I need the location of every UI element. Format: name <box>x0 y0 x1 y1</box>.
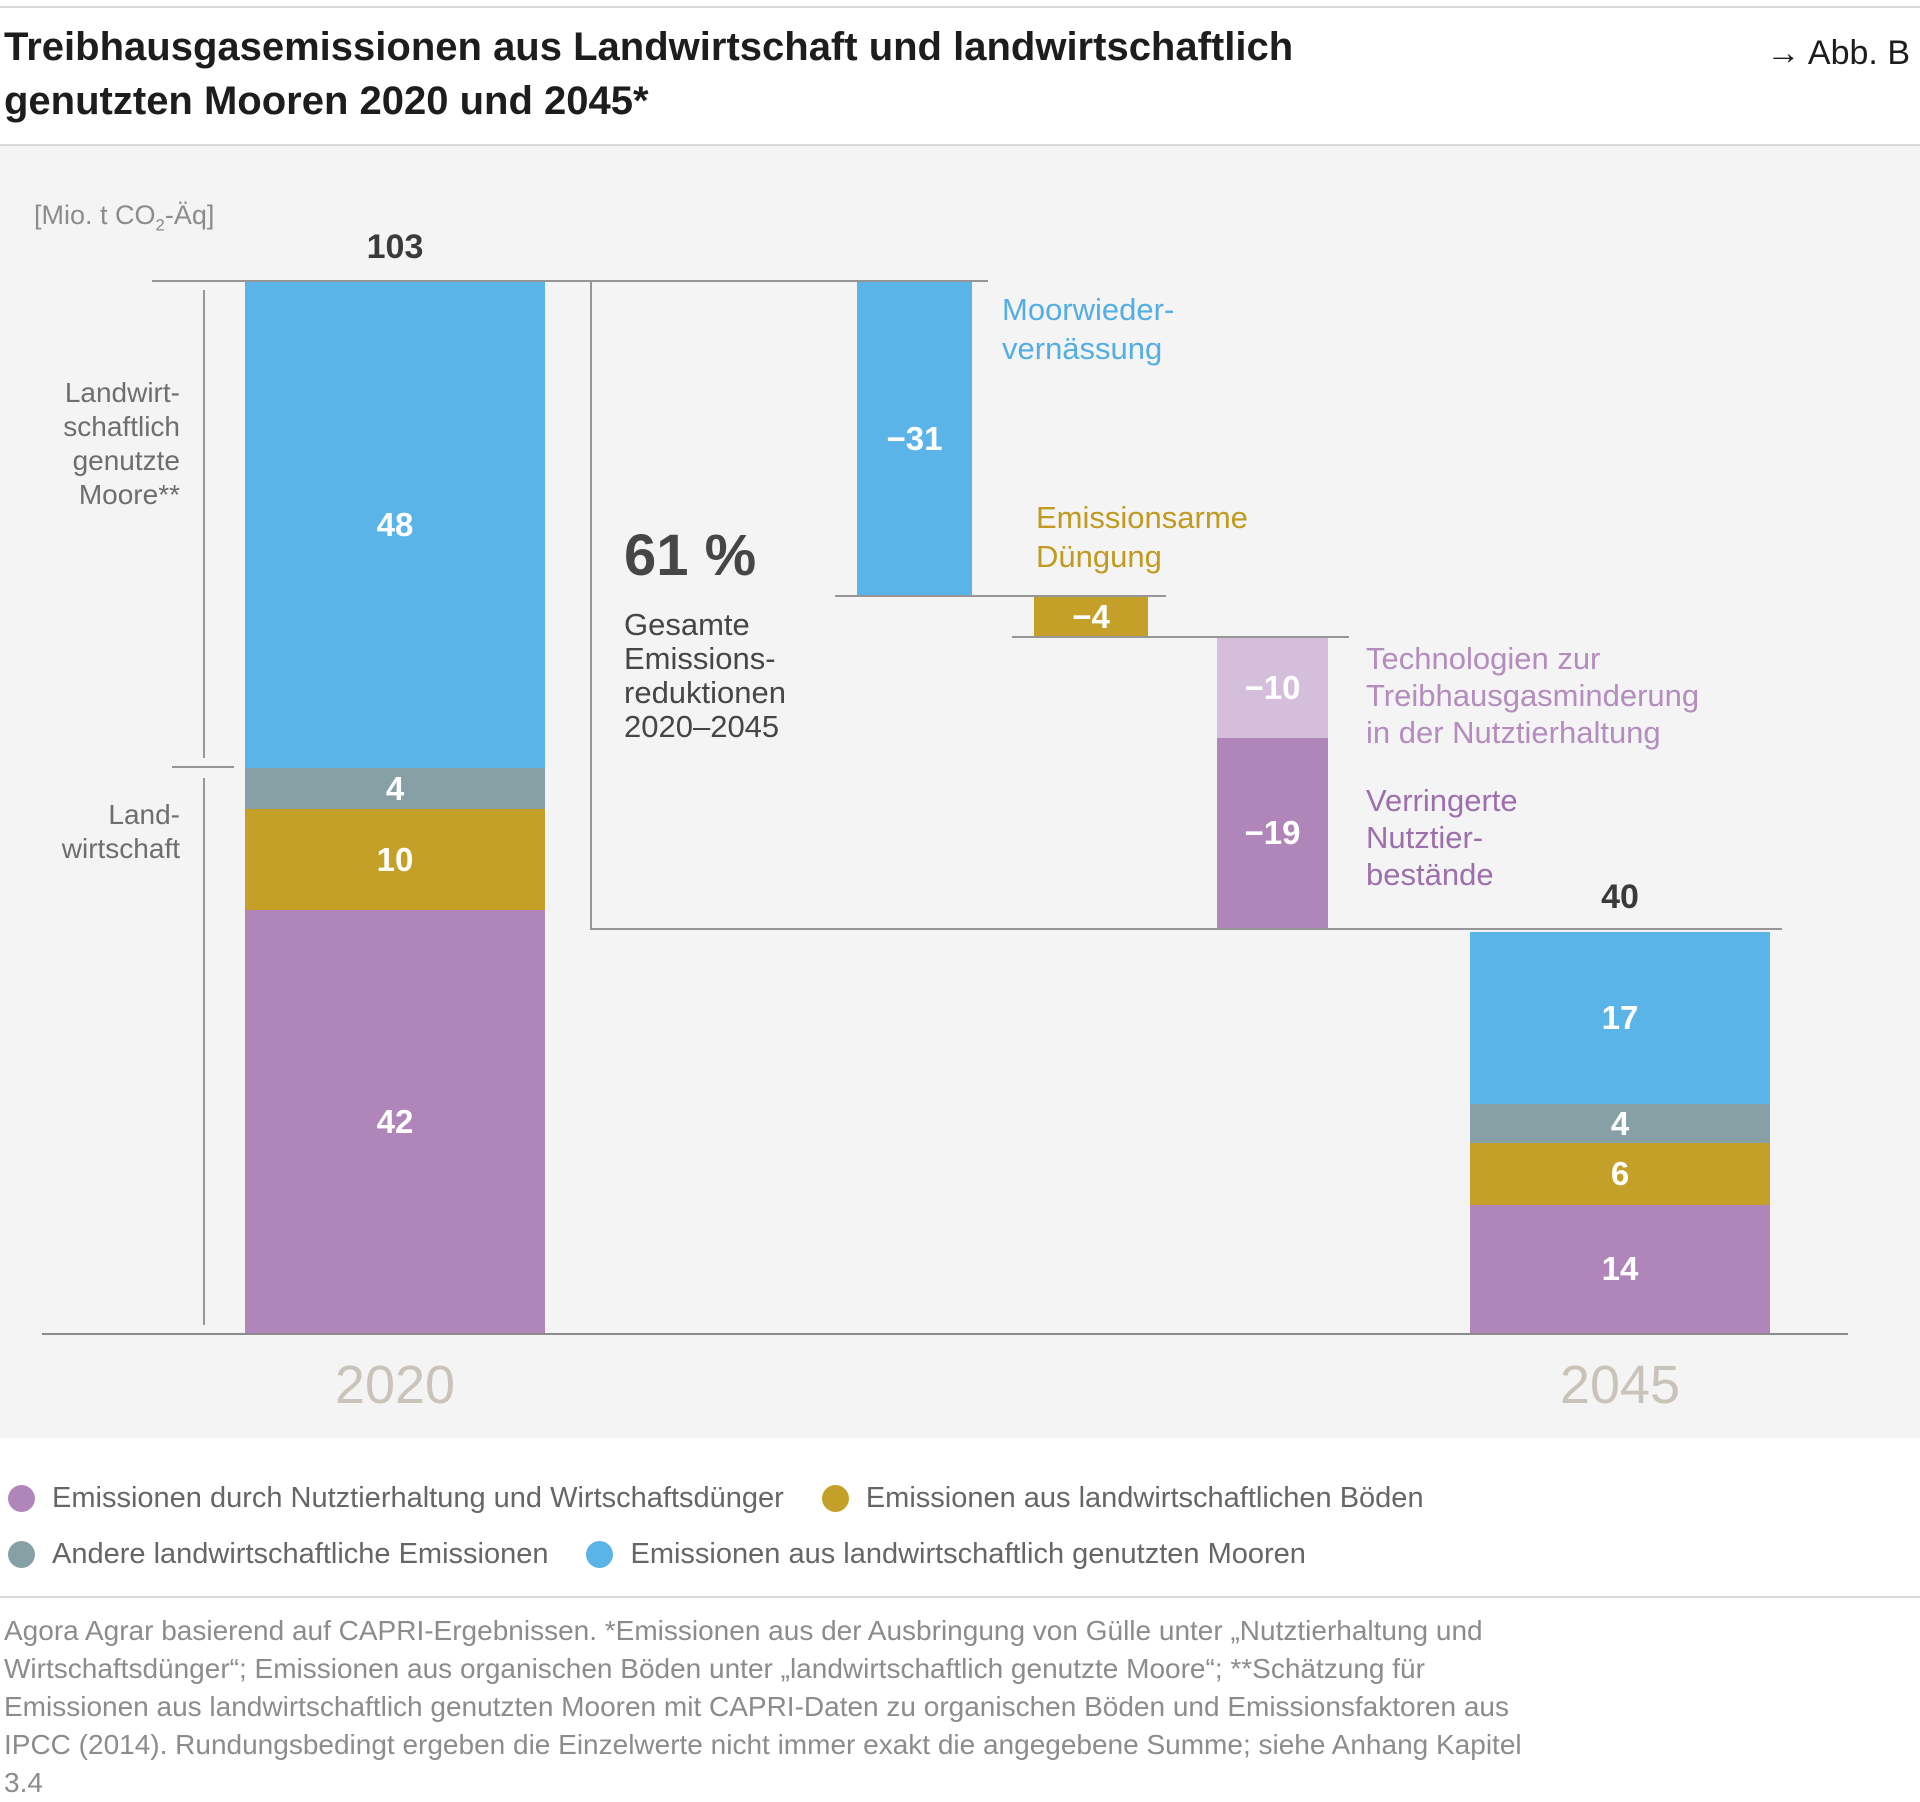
bar-2045-nutztierhaltung-value: 14 <box>1601 1250 1639 1287</box>
y-axis-unit-label: [Mio. t CO2-Äq] <box>34 200 214 235</box>
legend-swatch-grayblue-icon <box>8 1541 35 1568</box>
legend-swatch-purple-icon <box>8 1485 35 1512</box>
moore-bracket-line <box>203 290 205 758</box>
bar-2045-boeden: 6 <box>1470 1143 1770 1205</box>
level-72-line <box>835 595 1166 597</box>
legend-item-nutztierhaltung: Emissionen durch Nutztierhaltung und Wir… <box>8 1482 784 1515</box>
legend-label: Andere landwirtschaftliche Emissionen <box>52 1538 549 1570</box>
bar-2045-boeden-value: 6 <box>1610 1155 1630 1192</box>
bar-2020-moore: 48 <box>245 282 545 768</box>
total-reduction-text: Gesamte Emissions- reduktionen 2020–2045 <box>624 607 787 744</box>
legend-item-andere: Andere landwirtschaftliche Emissionen <box>8 1538 548 1571</box>
x-tick-2045: 2045 <box>1559 1355 1681 1415</box>
bar-2045-moore-value: 17 <box>1601 999 1639 1036</box>
total-2020: 103 <box>366 228 424 266</box>
bar-2045-andere-value: 4 <box>1610 1104 1630 1142</box>
bar-2020-andere-value: 4 <box>385 769 405 807</box>
level-68-line <box>1012 636 1349 638</box>
level-40-line <box>590 928 1782 930</box>
top-rule <box>0 6 1920 8</box>
x-tick-2020: 2020 <box>334 1355 456 1415</box>
legend-item-moore: Emissionen aus landwirtschaftlich genutz… <box>586 1538 1306 1571</box>
bar-2020-andere: 4 <box>245 768 545 809</box>
level-103-line <box>152 280 988 282</box>
legend-row-1: Emissionen durch Nutztierhaltung und Wir… <box>8 1482 1424 1515</box>
group-label-landwirtschaft: Land- wirtschaft <box>61 799 180 864</box>
annotation-verringerte-nutztierbestaende: Verringerte Nutztier- bestände <box>1366 783 1518 892</box>
step-nutztierbestaende-bar: −19 <box>1217 738 1328 928</box>
bar-2020-boeden: 10 <box>245 809 545 910</box>
step-duengung-bar: −4 <box>1034 597 1148 636</box>
legend-swatch-gold-icon <box>821 1485 849 1512</box>
legend-label: Emissionen aus landwirtschaftlich genutz… <box>630 1538 1306 1570</box>
footnote-divider <box>0 1596 1920 1598</box>
source-footnote: Agora Agrar basierend auf CAPRI-Ergebnis… <box>4 1615 1522 1798</box>
bar-2020-moore-value: 48 <box>376 506 414 543</box>
step-technologien-bar: −10 <box>1217 638 1328 738</box>
group-label-moore: Landwirt- schaftlich genutzte Moore** <box>63 377 180 510</box>
legend-swatch-blue-icon <box>586 1541 614 1568</box>
step-technologien-value: −10 <box>1244 669 1301 706</box>
reduction-bracket-line <box>590 281 592 929</box>
page-title: Treibhausgasemissionen aus Landwirtschaf… <box>4 25 1294 123</box>
annotation-technologien: Technologien zur Treibhausgasminderung i… <box>1366 641 1700 750</box>
step-moorwiedervernaessung-value: −31 <box>886 419 943 457</box>
annotation-moorwiedervernaessung: Moorwieder- vernässung <box>1002 292 1175 366</box>
legend-item-boeden: Emissionen aus landwirtschaftlichen Böde… <box>821 1482 1424 1515</box>
legend-row-2: Andere landwirtschaftliche Emissionen Em… <box>8 1538 1306 1571</box>
step-duengung-value: −4 <box>1072 597 1110 635</box>
total-2045: 40 <box>1601 878 1639 916</box>
header-divider <box>0 144 1920 146</box>
bar-2020-boeden-value: 10 <box>376 840 414 878</box>
bar-2020-nutztierhaltung: 42 <box>245 910 545 1333</box>
chart-area: [Mio. t CO2-Äq] 103 40 48 4 10 42 −31 −4… <box>0 146 1920 1438</box>
unit-suffix: -Äq] <box>164 200 215 230</box>
step-nutztierbestaende-value: −19 <box>1244 814 1301 851</box>
x-axis-baseline <box>42 1333 1848 1335</box>
total-reduction-pct: 61 % <box>624 523 757 588</box>
bar-2045-andere: 4 <box>1470 1104 1770 1143</box>
legend-label: Emissionen durch Nutztierhaltung und Wir… <box>52 1482 784 1514</box>
unit-subscript: 2 <box>155 215 165 235</box>
bracket-tick <box>172 766 234 768</box>
annotation-emissionsarme-duengung: Emissionsarme Düngung <box>1036 500 1248 574</box>
landwirtschaft-bracket-line <box>203 778 205 1325</box>
legend-label: Emissionen aus landwirtschaftlichen Böde… <box>865 1482 1424 1514</box>
bar-2045-moore: 17 <box>1470 932 1770 1104</box>
bar-2045-nutztierhaltung: 14 <box>1470 1205 1770 1333</box>
step-moorwiedervernaessung-bar: −31 <box>857 282 972 595</box>
unit-prefix: [Mio. t CO <box>34 200 156 230</box>
bar-2020-nutztierhaltung-value: 42 <box>376 1102 414 1140</box>
figure-reference: → Abb. B <box>1766 34 1910 72</box>
